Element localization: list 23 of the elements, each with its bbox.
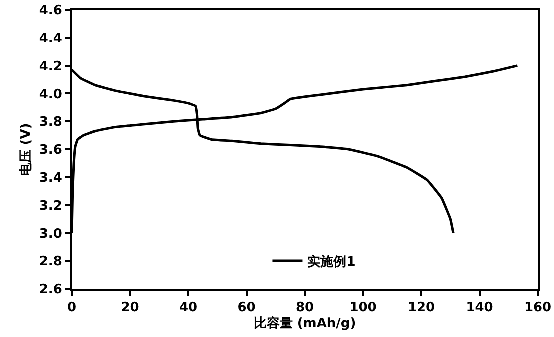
- y-tick-label: 3.2: [39, 198, 62, 214]
- y-tick-label: 3.0: [39, 226, 62, 242]
- y-tick-label: 3.4: [39, 170, 62, 186]
- x-tick-label: 140: [466, 300, 494, 316]
- x-tick-label: 100: [350, 300, 377, 316]
- legend-label: 实施例1: [308, 254, 356, 270]
- x-axis-title: 比容量 (mAh/g): [254, 316, 356, 332]
- x-tick-label: 0: [67, 300, 77, 316]
- x-tick-label: 60: [238, 300, 256, 316]
- y-tick-label: 4.0: [39, 87, 62, 102]
- x-tick-label: 120: [408, 300, 436, 316]
- x-tick-label: 80: [296, 300, 314, 316]
- y-tick-label: 4.4: [39, 31, 62, 46]
- x-tick-label: 40: [179, 300, 198, 316]
- y-tick-label: 4.6: [39, 4, 62, 19]
- y-axis-title: 电压 (V): [18, 123, 34, 176]
- y-tick-label: 3.6: [39, 143, 62, 158]
- x-tick-label: 20: [121, 300, 140, 316]
- y-tick-label: 4.2: [39, 59, 62, 74]
- x-tick-label: 160: [524, 300, 552, 316]
- y-tick-label: 3.8: [39, 115, 62, 130]
- y-tick-label: 2.8: [39, 254, 62, 270]
- y-tick-label: 2.6: [39, 282, 62, 298]
